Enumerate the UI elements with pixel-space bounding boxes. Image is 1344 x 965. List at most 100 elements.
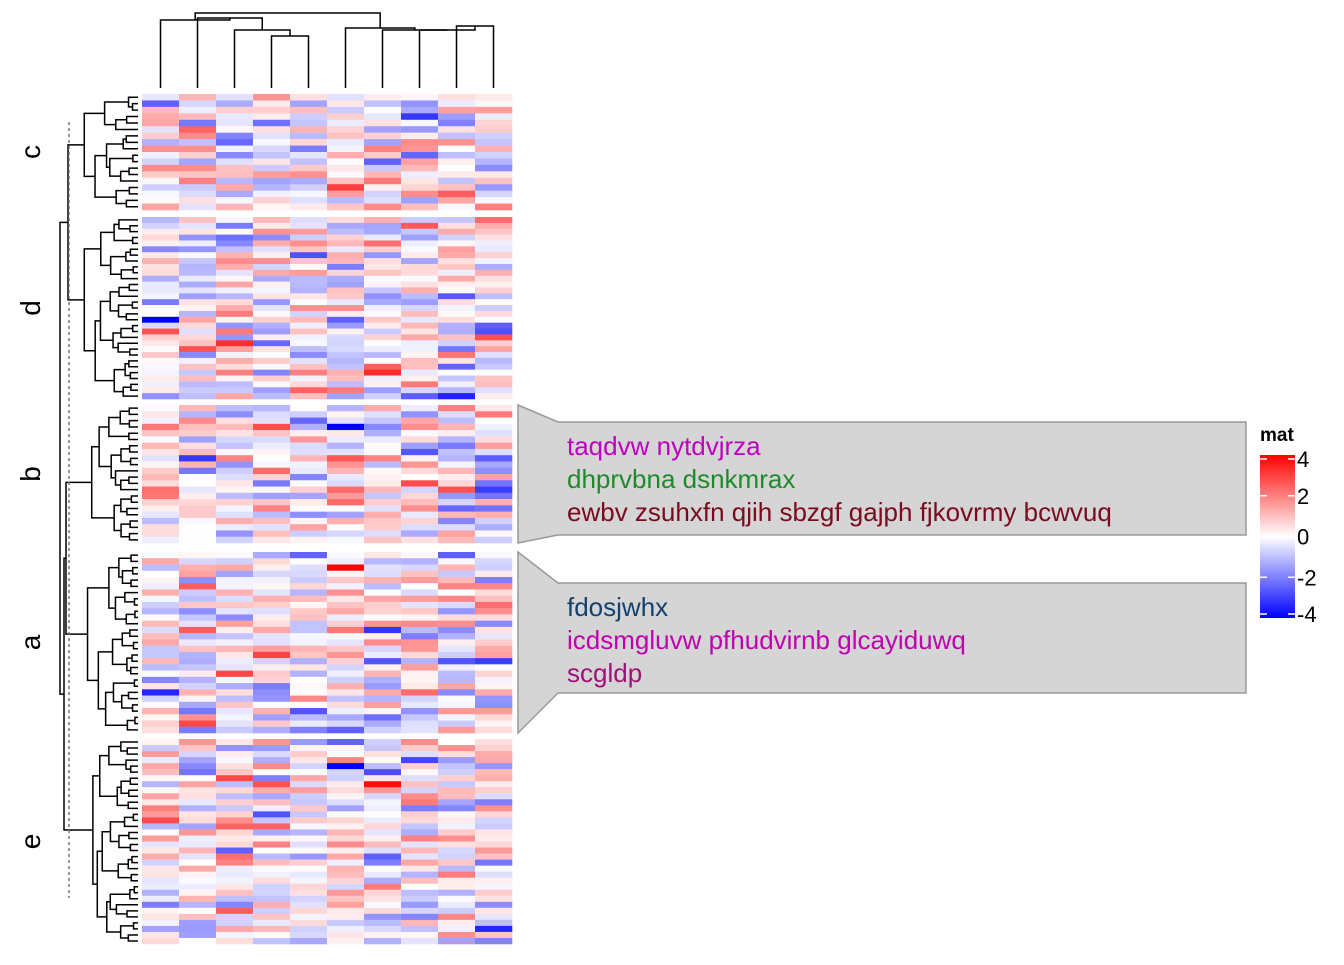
heatmap-cell (438, 913, 476, 921)
heatmap-cell (290, 726, 328, 734)
column-dendrogram-branch (344, 27, 416, 88)
heatmap-cell (179, 720, 217, 728)
heatmap-cell (364, 664, 402, 671)
heatmap-cell (142, 455, 180, 462)
heatmap-cell (290, 240, 328, 247)
heatmap-cell (401, 769, 439, 776)
heatmap-cell (475, 895, 513, 903)
heatmap-cell (438, 708, 476, 715)
heatmap-cell (253, 608, 291, 615)
heatmap-cell (290, 570, 328, 578)
heatmap-cell (290, 670, 328, 678)
heatmap-cell (290, 113, 328, 121)
row-dendrogram-branch (124, 591, 138, 603)
heatmap-cell (364, 263, 402, 271)
heatmap-cell (475, 505, 513, 512)
row-dendrogram-branch (120, 327, 138, 339)
heatmap-cell (216, 847, 254, 854)
heatmap-cell (290, 889, 328, 897)
heatmap-cell (253, 423, 291, 431)
heatmap-cell (216, 126, 254, 133)
heatmap-cell (475, 763, 513, 770)
heatmap-cell (438, 781, 476, 788)
heatmap-cell (253, 931, 291, 939)
heatmap-cell (216, 901, 254, 909)
heatmap-cell (216, 246, 254, 253)
heatmap-cell (142, 576, 180, 584)
heatmap-cell (327, 455, 365, 462)
heatmap-cell (401, 322, 439, 329)
heatmap-cell (438, 100, 476, 108)
heatmap-cell (401, 346, 439, 353)
row-dendrogram-branch (106, 901, 121, 933)
heatmap-cell (216, 263, 254, 271)
row-dendrogram-branch (115, 904, 138, 915)
heatmap-cell (179, 197, 217, 204)
heatmap-cell (438, 524, 476, 531)
heatmap-cell (401, 375, 439, 382)
annotation-text: dhprvbna dsnkmrax (567, 464, 795, 494)
heatmap-cell (179, 871, 217, 878)
heatmap-cell (438, 739, 476, 746)
heatmap-cell (216, 158, 254, 166)
annotation-text: fdosjwhx (567, 592, 668, 622)
heatmap-cell (142, 658, 180, 665)
heatmap-cell (475, 739, 513, 746)
heatmap-cell (179, 805, 217, 812)
heatmap-cell (179, 299, 217, 306)
heatmap-cell (327, 316, 365, 323)
heatmap-cell (475, 853, 513, 860)
row-dendrogram-branch (127, 691, 138, 700)
heatmap-cell (142, 171, 180, 179)
heatmap-cell (364, 258, 402, 265)
heatmap-cell (475, 775, 513, 782)
heatmap-cell (216, 197, 254, 204)
heatmap-cell (475, 841, 513, 848)
row-dendrogram-branch (129, 520, 138, 529)
heatmap-cell (216, 423, 254, 431)
heatmap-cell (290, 745, 328, 752)
heatmap-cell (216, 505, 254, 512)
heatmap-cell (253, 474, 291, 481)
heatmap-cell (179, 467, 217, 475)
heatmap-cell (179, 639, 217, 646)
heatmap-cell (364, 492, 402, 500)
heatmap-cell (179, 505, 217, 512)
heatmap-cell (327, 583, 365, 590)
heatmap-cell (253, 240, 291, 247)
heatmap-cell (290, 829, 328, 836)
heatmap-cell (216, 530, 254, 538)
heatmap-cell (290, 583, 328, 590)
heatmap-cell (253, 664, 291, 671)
annotation-box (517, 550, 1247, 735)
heatmap-cell (401, 328, 439, 335)
heatmap-cell (364, 517, 402, 525)
heatmap-cell (475, 305, 513, 312)
heatmap-cell (327, 781, 365, 788)
heatmap-cell (290, 340, 328, 347)
heatmap-cell (364, 530, 402, 538)
row-dendrogram-branch (126, 747, 138, 755)
row-dendrogram-branch (108, 416, 129, 438)
row-dendrogram-branch (92, 775, 100, 885)
heatmap-cell (216, 486, 254, 494)
heatmap-cell (438, 664, 476, 671)
heatmap-cell (179, 925, 217, 933)
heatmap-cell (216, 769, 254, 776)
row-dendrogram-branch (117, 863, 132, 879)
heatmap-cell (216, 608, 254, 615)
heatmap-cell (401, 676, 439, 684)
row-dendrogram-branch (108, 566, 119, 609)
heatmap-cell (142, 883, 180, 891)
heatmap-cell (475, 787, 513, 794)
row-dendrogram-branch (121, 632, 134, 647)
heatmap-cell (327, 139, 365, 146)
heatmap-cell (401, 352, 439, 359)
heatmap-cell (327, 100, 365, 108)
heatmap-cell (401, 889, 439, 897)
heatmap-cell (364, 363, 402, 370)
heatmap-cell (475, 799, 513, 806)
heatmap-cell (216, 203, 254, 211)
heatmap-cell (216, 589, 254, 596)
heatmap-cell (475, 714, 513, 721)
